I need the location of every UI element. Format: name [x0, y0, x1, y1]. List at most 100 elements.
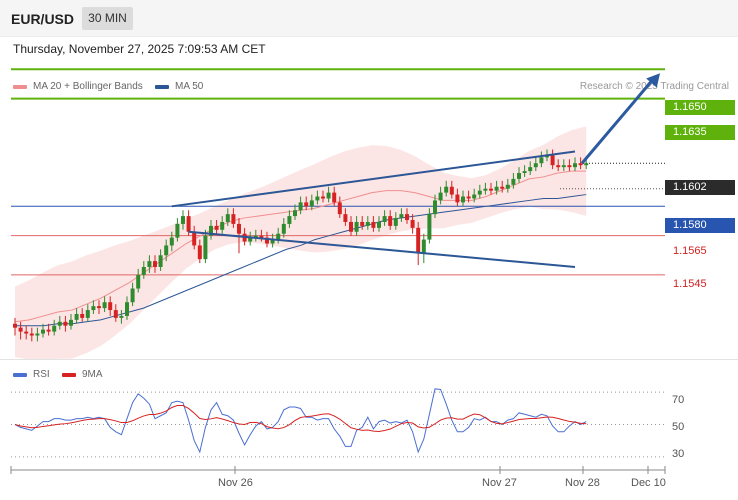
candle-body [13, 323, 17, 328]
candle-body [522, 171, 527, 174]
candle-body [505, 184, 510, 189]
candle-body [433, 200, 437, 215]
candle-body [41, 329, 45, 334]
candle-body [388, 216, 393, 226]
projection-arrow [580, 77, 656, 165]
candle-body [438, 192, 443, 201]
candle-body [321, 196, 325, 199]
candle-body [556, 165, 561, 168]
candle-body [472, 194, 477, 199]
candle-body [113, 310, 118, 318]
legend-ma50: MA 50 [155, 81, 203, 92]
candle-body [18, 327, 23, 332]
candle-body [220, 221, 225, 230]
candle-body [253, 235, 258, 238]
candle-body [449, 186, 454, 195]
candle-body [63, 321, 68, 326]
candle-body [349, 221, 353, 232]
candle-body [169, 237, 174, 246]
candle-body [74, 313, 79, 320]
candle-body [225, 214, 230, 222]
candle-body [209, 225, 213, 236]
candle-body [192, 231, 197, 246]
candle-body [287, 216, 292, 224]
candle-body [477, 190, 482, 195]
candle-body [483, 188, 488, 191]
candle-body [119, 315, 124, 318]
timeframe-button[interactable]: 30 MIN [82, 7, 133, 30]
candle-body [539, 157, 544, 164]
candle-body [181, 216, 185, 224]
rsi-line [14, 388, 587, 454]
candle-body [365, 221, 370, 226]
panel-divider [0, 359, 738, 360]
candle-body [354, 221, 359, 232]
level-label-1545: 1.1545 [673, 278, 707, 290]
candle-body [97, 306, 101, 309]
level-label-1650: 1.1650 [665, 100, 735, 115]
x-tick-dec10: Dec 10 [631, 477, 666, 489]
candle-body [578, 163, 583, 166]
level-label-1635: 1.1635 [665, 125, 735, 140]
candle-body [125, 302, 129, 316]
legend-9ma: 9MA [62, 369, 103, 380]
symbol-label: EUR/USD [11, 11, 75, 27]
candle-body [343, 214, 348, 222]
candle-body [186, 216, 191, 232]
candle-body [326, 192, 331, 199]
candle-body [57, 321, 62, 326]
candle-body [108, 302, 113, 311]
candle-body [197, 245, 202, 260]
candle-body [175, 223, 180, 238]
legend-ma20: MA 20 + Bollinger Bands [13, 81, 143, 92]
candle-body [517, 173, 521, 179]
candle-body [231, 214, 236, 224]
candle-body [309, 200, 314, 207]
candle-body [410, 220, 415, 228]
legend-swatch-9ma [62, 372, 76, 377]
rsi-tick-50: 50 [672, 421, 685, 433]
candle-body [444, 186, 449, 193]
candle-body [416, 227, 421, 254]
projection-arrowhead [646, 73, 660, 88]
candle-body [35, 333, 40, 336]
candle-body [494, 186, 499, 191]
candle-body [489, 188, 493, 191]
candle-body [405, 214, 409, 221]
legend-swatch-rsi [13, 372, 27, 377]
candle-body [270, 239, 275, 244]
candle-body [304, 202, 309, 207]
candle-body [147, 261, 152, 267]
candle-body [69, 319, 73, 326]
rsi-ma9-line [14, 405, 587, 432]
level-label-1565: 1.1565 [673, 245, 707, 257]
candle-body [561, 165, 566, 168]
candle-body [276, 233, 281, 240]
x-tick-nov26: Nov 26 [218, 477, 253, 489]
candle-body [399, 214, 404, 219]
candle-body [141, 266, 146, 275]
rsi-tick-70: 70 [672, 394, 685, 406]
candle-body [293, 210, 297, 217]
candle-body [455, 194, 460, 203]
candle-body [281, 223, 286, 234]
candle-body [550, 155, 555, 166]
candle-body [214, 225, 219, 230]
legend-rsi: RSI [13, 369, 50, 380]
x-tick-nov27: Nov 27 [482, 477, 517, 489]
candle-body [315, 196, 320, 201]
candle-body [466, 196, 471, 199]
candle-body [377, 221, 381, 228]
candle-body [360, 221, 365, 226]
candle-body [337, 202, 342, 215]
candle-body [545, 155, 549, 158]
trendline-upper-channel [171, 150, 576, 208]
credit-text: Research © 2025 Trading Central [579, 81, 729, 92]
candle-body [584, 163, 589, 166]
candle-body [332, 192, 337, 203]
legend-label-rsi: RSI [33, 369, 50, 380]
candle-body [102, 302, 107, 309]
candle-body [511, 178, 516, 185]
candle-body [421, 239, 426, 254]
